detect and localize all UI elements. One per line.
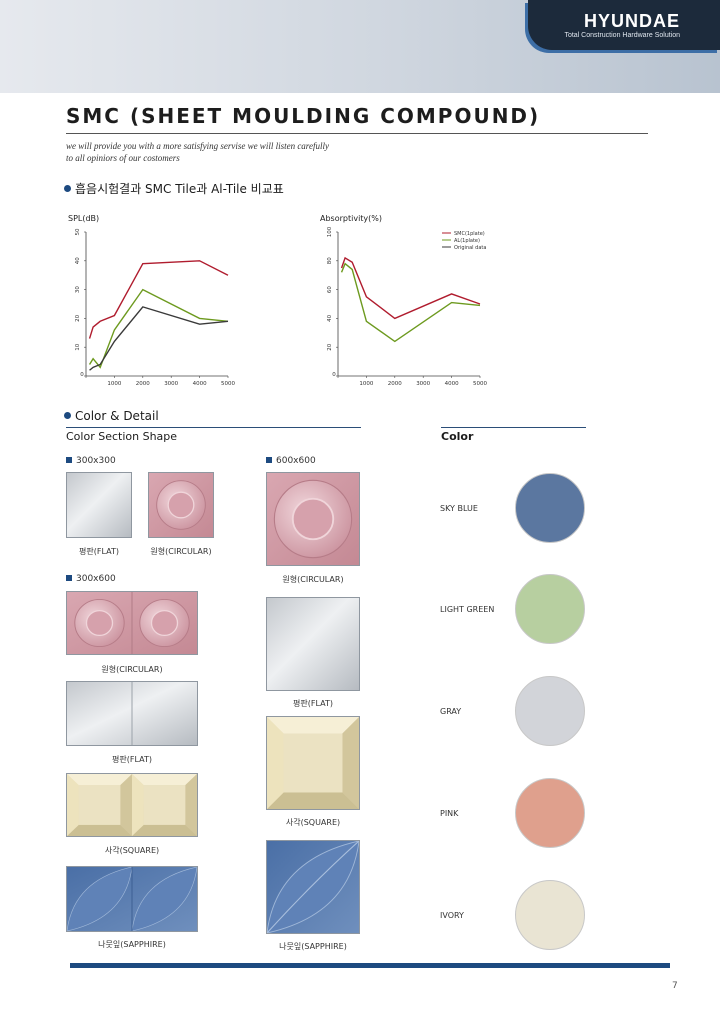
caption-flat-300x300: 평판(FLAT)	[79, 547, 119, 556]
x-tick-label: 2000	[136, 381, 150, 387]
square-bullet-icon	[266, 457, 272, 463]
bullet-icon	[64, 185, 71, 192]
swatch-sky-blue	[515, 473, 585, 543]
y-tick-label: 40	[75, 257, 81, 264]
spl-chart: SPL(dB) 10 20 30 40 50 0 1000 2000 3000 4000 5000	[60, 210, 250, 395]
page-number: 7	[672, 981, 678, 991]
absorptivity-chart: Absorptivity(%) 20 40 60 80 100 0 1000 2000 3000 4…	[312, 210, 512, 395]
y-tick-label: 60	[327, 286, 333, 293]
y-tick-label: 20	[327, 343, 333, 350]
tagline: we will provide you with a more satisfyi…	[66, 140, 329, 164]
x-tick-label: 2000	[388, 381, 402, 387]
page-title: SMC (SHEET MOULDING COMPOUND)	[66, 104, 541, 128]
series-line	[88, 288, 229, 369]
tile-flat-300x600	[66, 681, 198, 746]
x-tick-label: 3000	[416, 381, 430, 387]
color-name-light-green: LIGHT GREEN	[440, 605, 495, 614]
caption-sapphire-300x600: 나뭇잎(SAPPHIRE)	[98, 940, 166, 949]
tile-flat-300x300	[66, 472, 132, 538]
y-axis-label: Absorptivity(%)	[320, 214, 382, 223]
legend-label: AL(1plate)	[454, 238, 480, 244]
x-tick-label: 3000	[164, 381, 178, 387]
legend-label: Original data	[454, 245, 486, 251]
tile-square-300x600	[66, 773, 198, 837]
caption-sapphire-600x600: 나뭇잎(SAPPHIRE)	[279, 942, 347, 951]
square-bullet-icon	[66, 457, 72, 463]
color-detail-heading-text: Color & Detail	[75, 409, 159, 423]
x-tick-label: 1000	[107, 381, 121, 387]
compare-heading: 흡음시험결과 SMC Tile과 Al-Tile 비교표	[64, 180, 284, 197]
color-name-gray: GRAY	[440, 707, 462, 716]
caption-flat-600x600: 평판(FLAT)	[293, 699, 333, 708]
y-tick-label: 30	[75, 286, 81, 293]
caption-circular-300x300: 원형(CIRCULAR)	[150, 547, 212, 556]
shape-rule	[66, 427, 361, 428]
tile-square-600x600	[266, 716, 360, 810]
color-detail-heading: Color & Detail	[64, 409, 159, 423]
series-line	[340, 256, 481, 320]
color-name-ivory: IVORY	[440, 911, 464, 920]
size-600x600-text: 600x600	[276, 456, 316, 466]
size-300x600-text: 300x600	[76, 574, 116, 584]
color-rule	[441, 427, 586, 428]
y-tick-label: 20	[75, 314, 81, 321]
x-tick-label: 4000	[445, 381, 459, 387]
caption-circular-300x600: 원형(CIRCULAR)	[101, 665, 163, 674]
tile-sapphire-600x600	[266, 840, 360, 934]
legend-label: SMC(1plate)	[454, 231, 485, 237]
series-line	[88, 260, 229, 339]
footer-bar	[70, 963, 670, 968]
logo-subtitle: Total Construction Hardware Solution	[564, 32, 680, 39]
tile-sapphire-300x600	[66, 866, 198, 932]
caption-square-300x600: 사각(SQUARE)	[104, 846, 160, 855]
swatch-ivory	[515, 880, 585, 950]
title-divider	[66, 133, 648, 134]
tile-circular-600x600	[266, 472, 360, 566]
y-tick-label: 40	[327, 314, 333, 321]
tagline-line-2: to all opiniors of our costomers	[66, 153, 180, 163]
x-tick-label: 0	[332, 372, 336, 378]
caption-square-600x600: 사각(SQUARE)	[285, 818, 341, 827]
y-tick-label: 10	[75, 343, 81, 350]
size-label-300x600: 300x600	[66, 574, 116, 584]
compare-heading-text: 흡음시험결과 SMC Tile과 Al-Tile 비교표	[75, 182, 284, 196]
color-heading: Color	[441, 430, 474, 443]
tile-circular-300x300	[148, 472, 214, 538]
size-300x300-text: 300x300	[76, 456, 116, 466]
swatch-pink	[515, 778, 585, 848]
logo	[528, 0, 720, 50]
shape-heading: Color Section Shape	[66, 430, 178, 443]
x-tick-label: 5000	[221, 381, 235, 387]
x-tick-label: 5000	[473, 381, 487, 387]
caption-circular-600x600: 원형(CIRCULAR)	[282, 575, 344, 584]
y-tick-label: 80	[327, 257, 333, 264]
x-tick-label: 1000	[359, 381, 373, 387]
tagline-line-1: we will provide you with a more satisfyi…	[66, 141, 329, 151]
color-name-sky-blue: SKY BLUE	[440, 504, 478, 513]
swatch-gray	[515, 676, 585, 746]
square-bullet-icon	[66, 575, 72, 581]
x-tick-label: 4000	[193, 381, 207, 387]
color-name-pink: PINK	[440, 809, 459, 818]
swatch-light-green	[515, 574, 585, 644]
logo-text: HYUNDAE	[583, 11, 680, 31]
x-tick-label: 0	[80, 372, 84, 378]
y-tick-label: 50	[75, 228, 81, 235]
tile-circular-300x600	[66, 591, 198, 655]
size-label-600x600: 600x600	[266, 456, 316, 466]
size-label-300x300: 300x300	[66, 456, 116, 466]
y-tick-label: 100	[327, 226, 333, 237]
bullet-icon	[64, 412, 71, 419]
series-line	[89, 306, 229, 371]
caption-flat-300x600: 평판(FLAT)	[112, 755, 152, 764]
series-line	[340, 262, 481, 343]
y-axis-label: SPL(dB)	[68, 214, 99, 223]
tile-flat-600x600	[266, 597, 360, 691]
